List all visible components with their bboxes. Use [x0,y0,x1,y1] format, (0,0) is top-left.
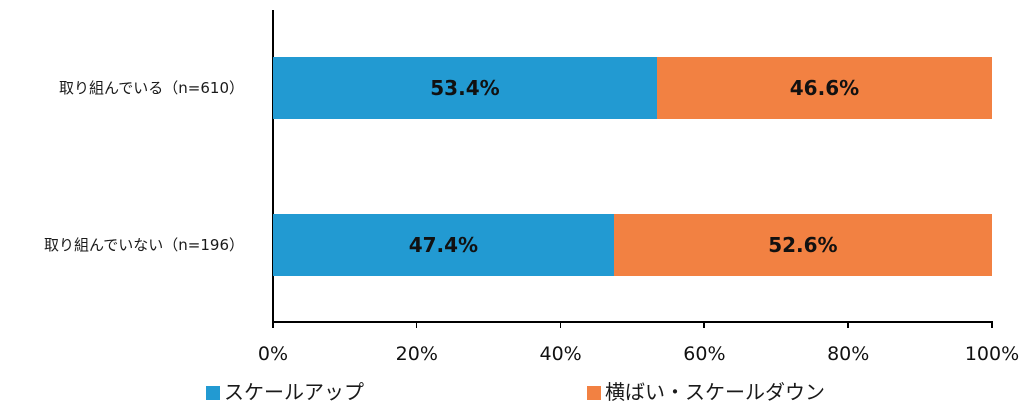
x-tick [847,321,849,328]
legend-label: 横ばい・スケールダウン [605,380,825,404]
x-tick [559,321,562,328]
legend-item-0: スケールアップ [206,376,364,405]
category-label-1: 取り組んでいない（n=196） [44,236,244,254]
category-label-0: 取り組んでいる（n=610） [59,79,244,97]
x-tick [703,321,705,328]
bar-row-0: 53.4% 46.6% [273,57,992,119]
x-tick [991,321,993,328]
legend-swatch-icon [587,385,601,400]
x-tick [415,321,418,328]
legend-label: スケールアップ [224,380,364,404]
bar-segment: 46.6% [656,57,992,119]
bar-segment: 53.4% [273,57,657,119]
x-tick-label: 60% [683,343,726,365]
legend-swatch-icon [206,385,220,400]
bar-segment: 47.4% [273,214,614,276]
x-tick-label: 20% [395,343,438,365]
bar-segment: 52.6% [613,214,992,276]
x-tick-label: 100% [964,343,1020,365]
y-axis-line [272,10,274,323]
x-tick-label: 0% [257,343,289,365]
x-tick [272,321,274,328]
x-tick-label: 40% [539,343,582,365]
x-axis-line [272,321,993,323]
bar-row-1: 47.4% 52.6% [273,214,992,276]
legend-item-1: 横ばい・スケールダウン [587,376,825,405]
x-tick-label: 80% [827,343,870,365]
